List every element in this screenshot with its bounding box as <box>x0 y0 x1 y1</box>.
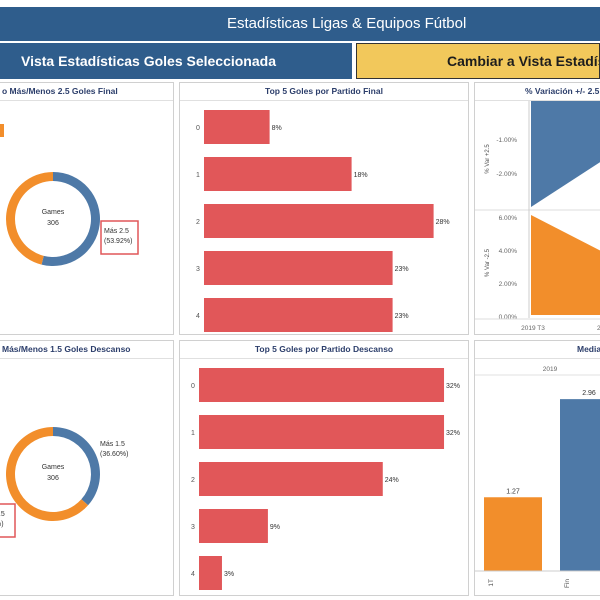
media-bar-0 <box>484 497 542 571</box>
bar-2 <box>199 462 383 496</box>
media-chart: 2019 1.27 1T 2.96 Fin <box>475 366 600 588</box>
donut-slice-0 <box>53 427 100 506</box>
tick-top-0: -1.00% <box>496 137 517 144</box>
donut-descanso-title: Más/Menos 1.5 Goles Descanso <box>2 344 131 354</box>
variation-panel: % Variación +/- 2.5 % Var +2.5 -1.00% -2.0… <box>474 82 600 335</box>
axis-label-top: % Var +2.5 <box>485 144 491 174</box>
donut-label-box-0 <box>100 220 139 255</box>
variation-title: % Variación +/- 2.5 <box>525 86 600 96</box>
bar-value-0: 32% <box>446 383 460 390</box>
bar-4 <box>199 556 222 590</box>
tick-bottom-1: 4.00% <box>499 248 518 255</box>
bar-category-4: 4 <box>191 571 195 578</box>
donut-slice-1 <box>5 427 89 521</box>
bars-descanso-title: Top 5 Goles por Partido Descanso <box>254 344 394 354</box>
donut-final-title: o Más/Menos 2.5 Goles Final <box>2 86 118 96</box>
bar-value-4: 23% <box>395 313 409 320</box>
bar-value-4: 3% <box>224 571 234 578</box>
dashboard-header: Estadísticas Ligas & Equipos Fútbol <box>0 7 600 41</box>
bar-category-1: 1 <box>196 172 200 179</box>
donut-label-box-1 <box>0 503 16 538</box>
legend-swatch <box>0 124 4 137</box>
bar-value-3: 9% <box>270 524 280 531</box>
variation-chart: % Var +2.5 -1.00% -2.00% % Var -2.5 6.00% 4.0… <box>475 101 600 332</box>
donut-slice-label-1: 1.5%) <box>0 511 5 528</box>
donut-slice-label-0: Más 1.5 (36.60%) <box>100 441 128 458</box>
area-top <box>531 101 600 207</box>
bar-1 <box>199 415 445 449</box>
bar-value-2: 24% <box>385 477 399 484</box>
bar-3 <box>204 251 393 285</box>
media-category-1: Fin <box>564 579 571 588</box>
tick-bottom-2: 2.00% <box>499 281 518 288</box>
donut-center-value: 306 <box>47 475 59 482</box>
selected-view-button[interactable]: Vista Estadísticas Goles Seleccionada <box>0 43 352 79</box>
bar-3 <box>199 509 268 543</box>
axis-label-bottom: % Var -2.5 <box>485 248 491 277</box>
bar-category-2: 2 <box>191 477 195 484</box>
donut-slice-label-0: Más 2.5 (53.92%) <box>104 228 132 245</box>
bar-1 <box>204 157 352 191</box>
bar-category-4: 4 <box>196 313 200 320</box>
bar-value-1: 18% <box>354 172 368 179</box>
donut-slice-0 <box>41 172 100 266</box>
bar-value-0: 8% <box>272 125 282 132</box>
bars-final-title: Top 5 Goles por Partido Final <box>265 86 383 96</box>
media-panel: Media 2019 1.27 1T 2.96 Fin <box>474 340 600 596</box>
media-value-1: 2.96 <box>582 390 596 397</box>
x-label-0: 2019 T3 <box>521 325 545 332</box>
bar-0 <box>199 368 445 402</box>
switch-view-button[interactable]: Cambiar a Vista Estadíst <box>356 43 600 79</box>
donut-descanso-chart: Games 306 Más 1.5(36.60%) 1.5%) <box>0 427 128 538</box>
bar-value-3: 23% <box>395 266 409 273</box>
bars-descanso-chart: 0 32% 1 32% 2 24% 3 9% 4 3% <box>191 368 460 590</box>
bars-final-panel: Top 5 Goles por Partido Final 0 8% 1 18% 2 28… <box>179 82 469 335</box>
donut-center-value: 306 <box>47 220 59 227</box>
tick-top-1: -2.00% <box>496 171 517 178</box>
bar-category-3: 3 <box>196 266 200 273</box>
bar-category-0: 0 <box>191 383 195 390</box>
bar-category-3: 3 <box>191 524 195 531</box>
bar-0 <box>204 110 270 144</box>
media-title: Media <box>577 344 600 354</box>
bar-value-2: 28% <box>436 219 450 226</box>
media-year: 2019 <box>543 366 558 373</box>
media-value-0: 1.27 <box>506 488 520 495</box>
x-label-1: 20 <box>597 325 600 332</box>
bars-descanso-panel: Top 5 Goles por Partido Descanso 0 32% 1 32… <box>179 340 469 596</box>
tick-bottom-0: 6.00% <box>499 215 518 222</box>
donut-descanso-panel: Más/Menos 1.5 Goles Descanso Games 306 Más… <box>0 340 174 596</box>
area-bottom <box>531 215 600 315</box>
bar-4 <box>204 298 393 332</box>
donut-center-label: Games <box>42 209 65 216</box>
bar-value-1: 32% <box>446 430 460 437</box>
donut-center-label: Games <box>42 464 65 471</box>
donut-slice-1 <box>5 172 54 265</box>
media-category-0: 1T <box>488 579 495 587</box>
dashboard-title: Estadísticas Ligas & Equipos Fútbol <box>227 15 467 32</box>
tick-bottom-3: 0.00% <box>499 314 518 321</box>
donut-final-panel: o Más/Menos 2.5 Goles Final Games 306 Más … <box>0 82 174 335</box>
bar-category-0: 0 <box>196 125 200 132</box>
bar-2 <box>204 204 434 238</box>
bar-category-1: 1 <box>191 430 195 437</box>
media-bar-1 <box>560 399 600 571</box>
bar-category-2: 2 <box>196 219 200 226</box>
bars-final-chart: 0 8% 1 18% 2 28% 3 23% 4 23% <box>196 110 450 332</box>
